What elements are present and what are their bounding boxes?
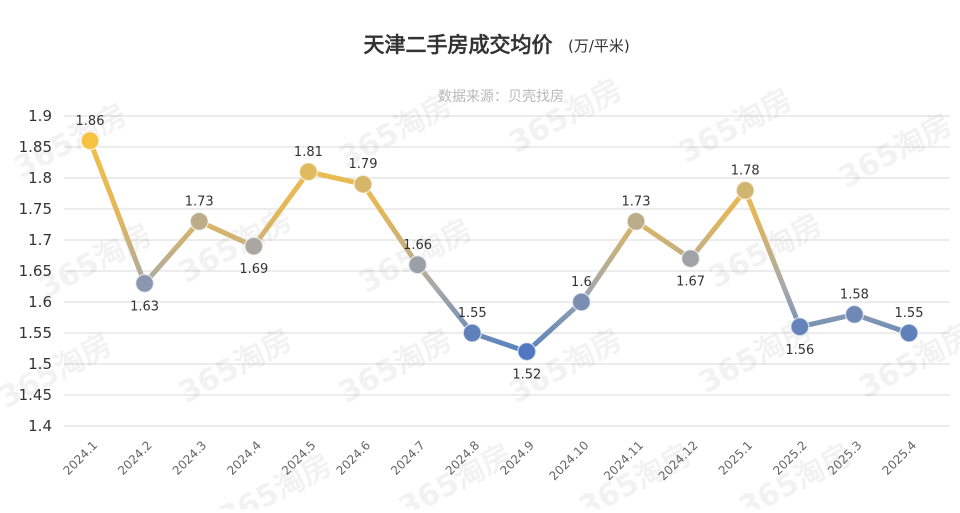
data-label: 1.67 (676, 275, 705, 290)
data-point (844, 304, 865, 325)
series-layer (87, 138, 912, 355)
x-tick-label: 2025.4 (880, 438, 920, 478)
watermark-logo: 365淘房 (333, 322, 458, 410)
data-label: 1.69 (239, 262, 268, 277)
y-tick-label: 1.85 (19, 138, 52, 156)
data-label: 1.73 (622, 194, 651, 209)
y-tick-label: 1.45 (19, 386, 52, 404)
chart-title: 天津二手房成交均价 (364, 33, 554, 57)
y-tick-label: 1.65 (19, 262, 52, 280)
data-point (462, 323, 482, 343)
x-tick-label: 2024.4 (224, 438, 264, 478)
watermark-logo: 365淘房 (503, 72, 628, 160)
chart-title-unit: (万/平米) (568, 37, 630, 55)
y-axis-ticks: 1.9 1.85 1.8 1.75 1.7 1.65 1.6 1.55 1.5 1.45 1.4 (19, 107, 52, 435)
data-point (626, 211, 646, 232)
data-label: 1.66 (403, 238, 432, 253)
watermark-logo: 365淘房 (173, 322, 298, 410)
y-tick-label: 1.55 (19, 324, 52, 342)
y-tick-label: 1.9 (28, 107, 52, 125)
data-point (735, 180, 755, 201)
points-layer (80, 131, 919, 362)
x-tick-label: 2024.6 (334, 438, 374, 478)
chart-subtitle: 数据来源：贝壳找房 (438, 88, 564, 105)
series-line (87, 138, 912, 355)
y-tick-label: 1.8 (28, 169, 52, 187)
watermark-logo: 365淘房 (833, 107, 958, 195)
y-tick-label: 1.4 (28, 417, 52, 435)
x-tick-label: 2024.7 (388, 438, 428, 478)
x-tick-label: 2024.1 (61, 438, 101, 478)
y-tick-label: 1.6 (28, 293, 52, 311)
data-point (134, 273, 155, 294)
data-point (407, 255, 428, 275)
x-tick-label: 2024.2 (115, 438, 155, 478)
data-label: 1.6 (571, 275, 592, 290)
data-label: 1.52 (512, 368, 541, 383)
data-label: 1.58 (840, 287, 869, 302)
data-point (790, 317, 810, 337)
y-tick-label: 1.7 (28, 231, 52, 249)
gridlines (64, 115, 950, 427)
data-label: 1.78 (731, 163, 760, 178)
watermark-logo: 365淘房 (673, 82, 798, 170)
data-label: 1.55 (895, 306, 924, 321)
y-tick-label: 1.75 (19, 200, 52, 218)
watermark-logo: 365淘房 (213, 447, 338, 509)
x-tick-label: 2024.3 (170, 438, 210, 478)
data-point (298, 162, 319, 182)
y-tick-label: 1.5 (28, 355, 52, 373)
data-label: 1.56 (785, 343, 814, 358)
data-point (189, 211, 209, 232)
data-label: 1.63 (130, 299, 159, 314)
data-label: 1.55 (458, 306, 487, 321)
data-point (680, 248, 701, 269)
data-label: 1.81 (294, 145, 323, 160)
data-point (353, 174, 373, 194)
data-labels-layer: 1.86 1.63 1.73 1.69 1.81 1.79 1.66 1.55 1.52 1.6 1… (76, 114, 924, 383)
data-label: 1.79 (349, 157, 378, 172)
x-tick-label: 2025.1 (716, 438, 756, 478)
data-point (899, 323, 919, 343)
data-label: 1.73 (185, 194, 214, 209)
data-point (571, 292, 592, 312)
data-point (80, 131, 100, 151)
data-label: 1.86 (76, 114, 105, 129)
x-tick-label: 2024.10 (547, 438, 592, 483)
data-point (244, 236, 264, 256)
data-point (517, 341, 537, 362)
